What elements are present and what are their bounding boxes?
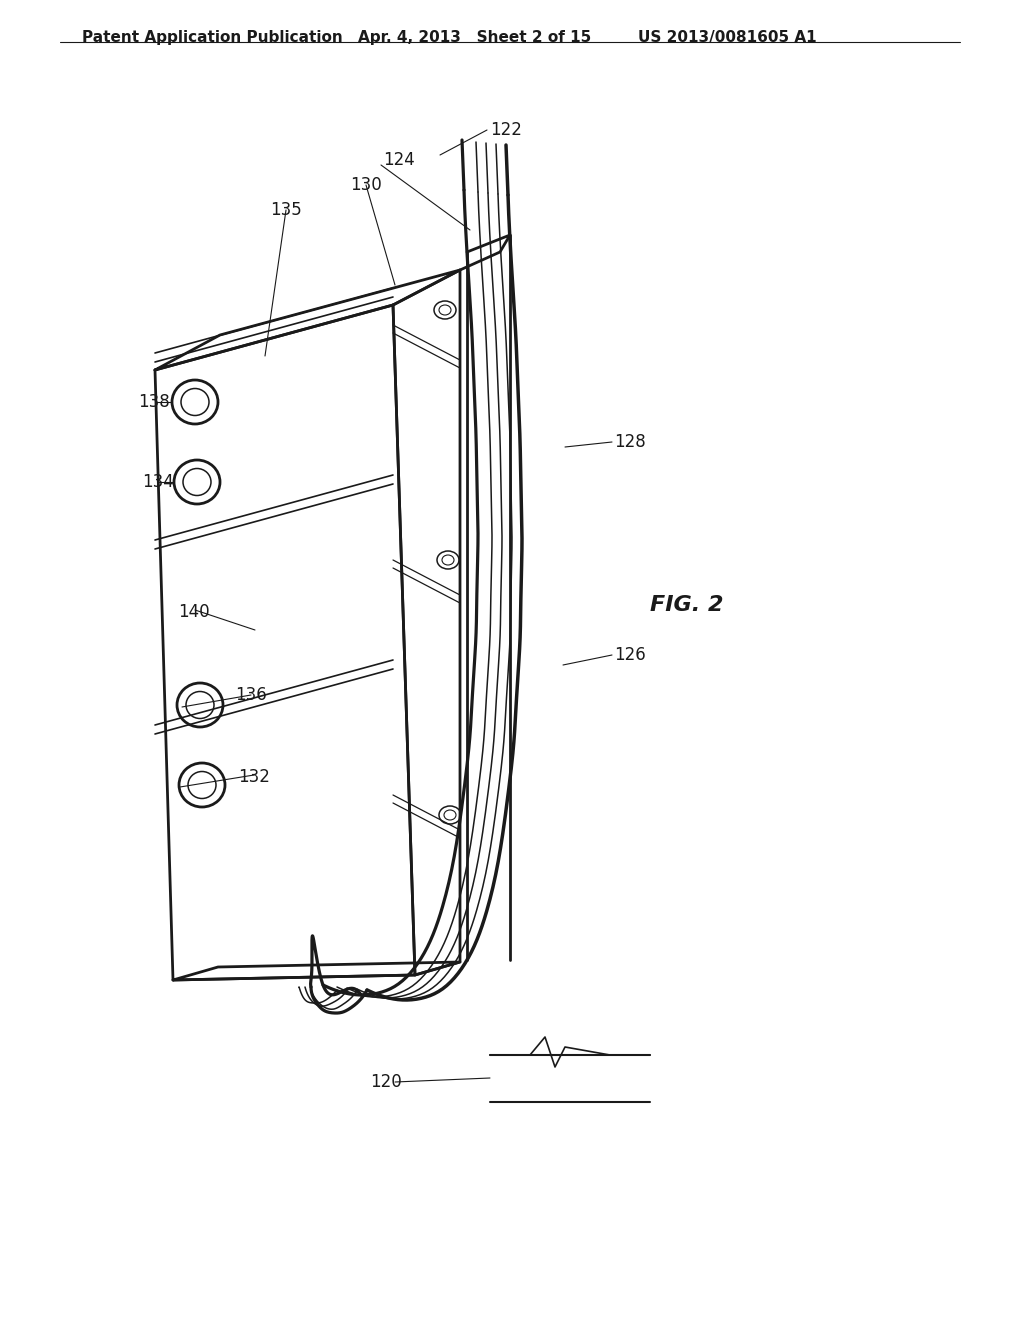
- Text: 136: 136: [234, 686, 266, 704]
- Text: 130: 130: [350, 176, 382, 194]
- Text: 128: 128: [614, 433, 646, 451]
- Text: 140: 140: [178, 603, 210, 620]
- Text: 132: 132: [238, 768, 270, 785]
- Text: Patent Application Publication: Patent Application Publication: [82, 30, 343, 45]
- Text: US 2013/0081605 A1: US 2013/0081605 A1: [638, 30, 816, 45]
- Text: FIG. 2: FIG. 2: [650, 595, 724, 615]
- Text: 138: 138: [138, 393, 170, 411]
- Text: 135: 135: [270, 201, 302, 219]
- Text: 124: 124: [383, 150, 415, 169]
- Text: 126: 126: [614, 645, 646, 664]
- Text: 134: 134: [142, 473, 174, 491]
- Text: 122: 122: [490, 121, 522, 139]
- Text: 120: 120: [370, 1073, 401, 1092]
- Text: Apr. 4, 2013   Sheet 2 of 15: Apr. 4, 2013 Sheet 2 of 15: [358, 30, 591, 45]
